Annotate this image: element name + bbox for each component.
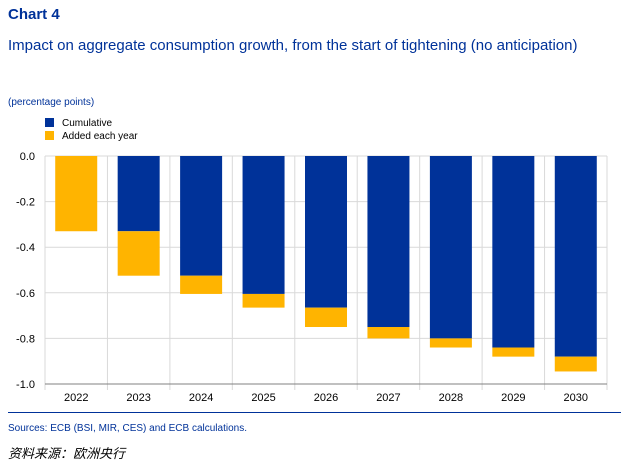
bar-cumulative (554, 156, 597, 357)
x-tick-label: 2030 (564, 392, 588, 404)
y-tick-label: 0.0 (20, 151, 35, 163)
x-tick-label: 2025 (251, 392, 275, 404)
bar-cumulative (180, 156, 223, 276)
y-tick-label: -0.8 (16, 333, 35, 345)
bar-cumulative (117, 156, 160, 232)
y-axis-unit-label: (percentage points) (8, 97, 95, 108)
bar-cumulative (367, 156, 410, 327)
y-tick-label: -0.2 (16, 197, 35, 209)
x-tick-label: 2029 (501, 392, 525, 404)
y-tick-label: -1.0 (16, 379, 35, 391)
bar-added-each-year (429, 338, 472, 348)
y-tick-label: -0.6 (16, 288, 35, 300)
chart-number: Chart 4 (8, 6, 60, 23)
x-tick-label: 2026 (314, 392, 338, 404)
bar-added-each-year (554, 356, 597, 372)
x-tick-label: 2023 (126, 392, 150, 404)
chinese-source-note: 资料来源：欧洲央行 (8, 446, 126, 461)
bar-added-each-year (55, 156, 98, 232)
x-tick-label: 2022 (64, 392, 88, 404)
chart-title: Impact on aggregate consumption growth, … (8, 37, 578, 54)
x-tick-label: 2024 (189, 392, 213, 404)
footer-divider (8, 412, 621, 413)
bar-cumulative (242, 156, 285, 294)
bar-cumulative (305, 156, 347, 308)
bar-added-each-year (367, 327, 410, 339)
bar-added-each-year (180, 275, 223, 294)
x-tick-label: 2027 (376, 392, 400, 404)
x-tick-label: 2028 (439, 392, 463, 404)
bar-added-each-year (117, 231, 160, 276)
bar-added-each-year (305, 307, 347, 327)
bar-cumulative (492, 156, 535, 348)
bar-cumulative (429, 156, 472, 339)
legend-label: Added each year (62, 131, 138, 142)
bar-added-each-year (492, 347, 535, 357)
sources-note: Sources: ECB (BSI, MIR, CES) and ECB cal… (8, 423, 247, 434)
bar-chart: 0.0 -0.2 -0.4 -0.6 -0.8 -1.0 2022 2023 2024 2025 2… (16, 118, 608, 404)
bar-added-each-year (242, 293, 285, 308)
legend-label: Cumulative (62, 118, 112, 129)
legend-swatch (45, 118, 54, 127)
y-tick-label: -0.4 (16, 242, 35, 254)
legend-swatch (45, 131, 54, 140)
